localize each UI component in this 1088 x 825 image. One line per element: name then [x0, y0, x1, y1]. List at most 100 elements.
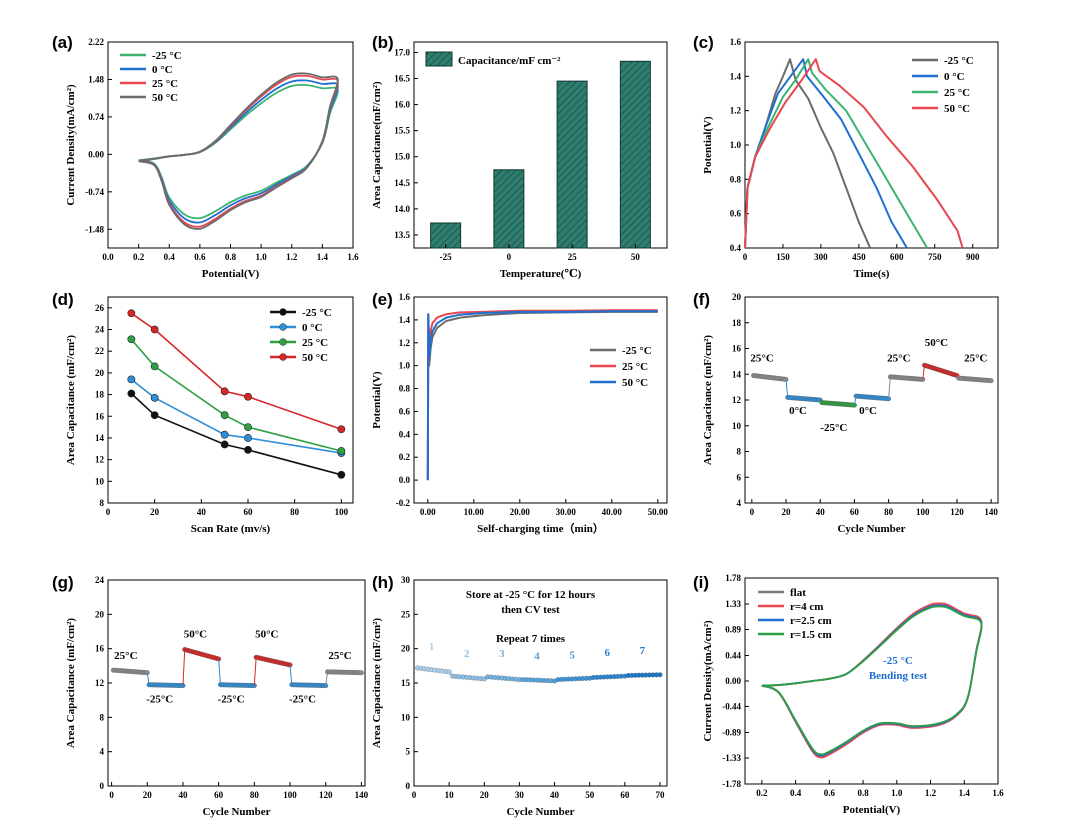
annotation-repeat: Repeat 7 times: [496, 633, 566, 645]
x-tick-label: 0: [109, 790, 114, 800]
panel-label: (b): [372, 33, 394, 52]
bar-25: [556, 80, 588, 249]
x-tick-label: 50: [631, 252, 641, 262]
data-point-0-1: [150, 411, 159, 420]
x-tick-label: 100: [335, 507, 349, 517]
plot-frame: [413, 296, 668, 504]
segment-label: 50°C: [925, 337, 948, 349]
y-tick-label: -1.33: [722, 753, 741, 763]
y-tick-label: 1.4: [730, 71, 742, 81]
y-axis-label: Area Capacitance (mF/cm²): [65, 618, 77, 749]
panel-c: (c) Time(s) Potential(V) 0 150 300 450 600 750 90…: [693, 33, 999, 280]
x-tick-label: -25: [440, 252, 452, 262]
legend-label: -25 °C: [622, 345, 652, 357]
y-tick-label: 25: [401, 609, 411, 619]
x-tick-label: 0: [507, 252, 512, 262]
plot-frame: [107, 41, 354, 249]
data-point-1-1: [150, 393, 159, 402]
y-axis-label: Area Capacitance(mF/cm²): [371, 81, 383, 209]
panel-a: (a) Potential(V) Current Density(mA/cm²) 0.…: [52, 33, 359, 280]
y-tick-label: 1.6: [730, 37, 742, 47]
x-tick-label: 80: [290, 507, 300, 517]
x-tick-label: 40: [178, 790, 188, 800]
y-tick-label: 1.6: [399, 292, 411, 302]
legend-marker: [279, 338, 287, 346]
y-tick-label: 16: [95, 644, 105, 654]
x-tick-label: 20: [150, 507, 160, 517]
segment-label: 25°C: [114, 650, 137, 662]
y-tick-label: 0: [100, 781, 105, 791]
legend-label: -25 °C: [944, 55, 974, 67]
panel-label: (g): [52, 573, 74, 592]
x-tick-label: 40: [816, 507, 826, 517]
x-axis-label: Cycle Number: [202, 806, 270, 818]
panel-label: (h): [372, 573, 394, 592]
y-tick-label: 0.4: [399, 429, 411, 439]
segment-label: -25°C: [820, 422, 847, 434]
y-tick-label: 0.6: [730, 209, 742, 219]
x-tick-label: 0: [412, 790, 417, 800]
data-point-1-2: [220, 430, 229, 439]
y-tick-label: 30: [401, 575, 411, 585]
series-line-1: [744, 58, 908, 249]
series-line-0: [130, 392, 342, 476]
segment-connector: [182, 649, 186, 686]
cv-curve-3: [138, 72, 339, 230]
y-tick-label: 10: [95, 476, 105, 486]
x-tick-label: 60: [214, 790, 224, 800]
x-tick-label: 600: [890, 252, 904, 262]
y-tick-label: 15: [401, 678, 411, 688]
y-tick-label: 0.6: [399, 406, 411, 416]
y-tick-label: 26: [95, 303, 105, 313]
data-point-1-0: [127, 375, 136, 384]
segment-connector: [253, 657, 257, 686]
segment-label: 7: [640, 645, 646, 657]
x-tick-label: 10: [445, 790, 455, 800]
legend-label: Capacitance/mF cm⁻²: [458, 55, 561, 67]
x-tick-label: 40.00: [602, 507, 623, 517]
x-tick-label: 20: [782, 507, 792, 517]
y-tick-label: 12: [732, 395, 742, 405]
legend-label: 25 °C: [152, 78, 178, 90]
y-tick-label: -0.89: [722, 728, 741, 738]
x-tick-label: 120: [319, 790, 333, 800]
x-tick-label: 0.6: [194, 252, 206, 262]
y-tick-label: 1.48: [88, 74, 104, 84]
panel-f: (f) Cycle Number Area Capacitance (mF/cm²)…: [693, 290, 999, 535]
annotation-store: Store at -25 °C for 12 hours: [466, 589, 596, 601]
y-tick-label: 2.22: [88, 37, 104, 47]
legend-label: 0 °C: [152, 64, 173, 76]
segment-label: 50°C: [184, 629, 207, 641]
y-tick-label: 1.0: [730, 140, 742, 150]
y-tick-label: 8: [737, 447, 742, 457]
y-tick-label: 12: [95, 678, 105, 688]
y-tick-label: 18: [732, 318, 742, 328]
x-tick-label: 70: [655, 790, 665, 800]
data-point-2-4: [337, 447, 346, 455]
y-tick-label: 12: [95, 455, 105, 465]
legend-label: 0 °C: [944, 71, 965, 83]
x-tick-label: 30.00: [556, 507, 577, 517]
data-point-3-3: [244, 392, 252, 401]
segment-label: -25°C: [289, 694, 316, 706]
y-tick-label: 20: [95, 609, 105, 619]
y-tick-label: 24: [95, 325, 105, 335]
x-tick-label: 0: [106, 507, 111, 517]
data-point-2-0: [127, 335, 136, 344]
segment-label: 25°C: [750, 352, 773, 364]
y-tick-label: 16.5: [394, 74, 410, 84]
x-axis-label: Self-charging time（min）: [477, 522, 604, 535]
segment-label: 1: [429, 641, 435, 653]
x-tick-label: 0.00: [420, 507, 436, 517]
segment-label: 2: [464, 648, 470, 660]
annotation-temperature: -25 °C: [883, 655, 913, 667]
legend-label: 50 °C: [622, 377, 648, 389]
segment-label: -25°C: [146, 694, 173, 706]
data-point-3-0: [127, 309, 136, 318]
x-tick-label: 0.8: [225, 252, 237, 262]
data-point-3-4: [337, 425, 346, 434]
data-point-2-2: [220, 411, 229, 420]
segment-label: 0°C: [859, 405, 877, 417]
y-tick-label: 8: [100, 498, 105, 508]
series-line-2: [426, 310, 658, 481]
